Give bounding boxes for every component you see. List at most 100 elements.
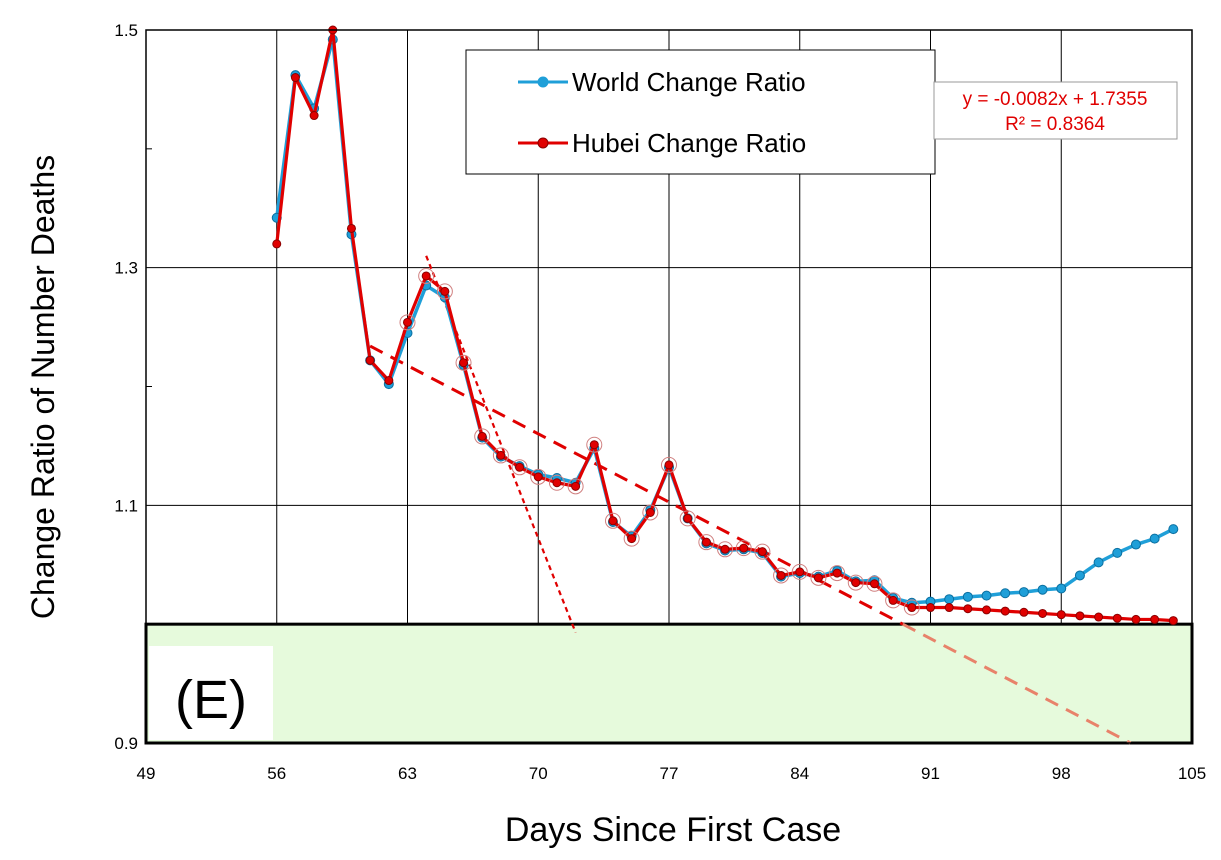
hubei-point xyxy=(664,460,674,470)
hubei-point xyxy=(309,111,319,121)
hubei-point xyxy=(1056,610,1066,620)
hubei-point xyxy=(533,472,543,482)
hubei-point xyxy=(1075,611,1085,621)
hubei-point xyxy=(701,537,711,547)
hubei-point xyxy=(683,513,693,523)
legend-hubei-marker xyxy=(537,137,549,149)
x-tick-label: 63 xyxy=(398,764,417,783)
hubei-point-ring xyxy=(455,354,472,371)
legend-world-marker xyxy=(537,76,549,88)
hubei-point-ring xyxy=(623,530,640,547)
hubei-point xyxy=(645,507,655,517)
hubei-point xyxy=(1000,606,1010,616)
world-point xyxy=(1112,547,1123,558)
hubei-point xyxy=(496,450,506,460)
hubei-point-ring xyxy=(642,504,659,521)
tick-labels: 49 56 63 70 77 84 91 98 105 0.9 1.1 1.3 1.5 xyxy=(114,21,1206,783)
hubei-point xyxy=(1112,613,1122,623)
hubei-point xyxy=(403,317,412,327)
hubei-point xyxy=(720,544,730,554)
hubei-point xyxy=(515,462,525,472)
hubei-point-ring xyxy=(791,563,808,580)
hubei-point xyxy=(440,286,450,296)
hubei-point xyxy=(1094,612,1104,622)
x-axis-title: Days Since First Case xyxy=(505,811,841,849)
x-tick-label: 77 xyxy=(660,764,679,783)
legend-hubei-label: Hubei Change Ratio xyxy=(572,128,806,158)
hubei-point xyxy=(421,271,431,281)
hubei-point xyxy=(365,355,375,365)
hubei-point-ring xyxy=(418,267,435,284)
hubei-point-ring xyxy=(885,592,902,609)
x-tick-label: 49 xyxy=(137,764,156,783)
hubei-point xyxy=(477,431,487,441)
y-axis-title: Change Ratio of Number Deaths xyxy=(25,155,61,619)
hubei-point-ring xyxy=(474,428,491,445)
hubei-point xyxy=(1019,607,1029,617)
legend: World Change Ratio Hubei Change Ratio xyxy=(465,49,936,175)
hubei-point xyxy=(982,605,992,615)
world-point xyxy=(1130,539,1141,550)
plot-area xyxy=(145,29,1193,744)
hubei-point xyxy=(627,534,637,544)
world-point xyxy=(1093,557,1104,568)
world-point xyxy=(981,590,992,601)
x-tick-label: 84 xyxy=(790,764,809,783)
hubei-point-ring xyxy=(698,534,715,551)
hubei-point xyxy=(272,239,282,249)
world-point xyxy=(962,591,973,602)
world-point xyxy=(1037,584,1048,595)
hubei-point-ring xyxy=(567,478,584,495)
hubei-point xyxy=(571,481,581,491)
hubei-point-ring xyxy=(810,569,827,586)
hubei-point xyxy=(851,578,861,588)
hubei-point xyxy=(776,570,786,580)
hubei-point xyxy=(1150,614,1160,624)
hubei-point-ring xyxy=(679,510,696,527)
hubei-point-ring xyxy=(436,283,453,300)
hubei-point-ring xyxy=(511,459,528,476)
hubei-point xyxy=(813,573,823,583)
hubei-point xyxy=(552,478,562,488)
hubei-point xyxy=(944,603,954,613)
hubei-point xyxy=(869,579,879,589)
hubei-point xyxy=(608,516,618,526)
x-tick-label: 91 xyxy=(921,764,940,783)
hubei-point xyxy=(459,358,469,368)
hubei-point-ring xyxy=(586,436,603,453)
world-point xyxy=(1168,524,1179,535)
world-point xyxy=(1000,588,1011,599)
x-tick-label: 98 xyxy=(1052,764,1071,783)
world-point xyxy=(944,594,955,605)
hubei-point-ring xyxy=(399,314,416,331)
y-tick-label: 0.9 xyxy=(114,734,138,753)
trend-equation-box: y = -0.0082x + 1.7355 R² = 0.8364 xyxy=(933,81,1178,140)
hubei-point xyxy=(926,603,935,613)
hubei-point-ring xyxy=(717,541,734,558)
hubei-point xyxy=(739,543,749,553)
series-layer xyxy=(271,25,1179,626)
trendline-linear-extension xyxy=(902,622,1132,745)
y-tick-label: 1.3 xyxy=(114,259,138,278)
panel-label-box: (E) xyxy=(149,646,273,740)
world-point xyxy=(1074,570,1085,581)
hubei-point xyxy=(832,568,842,578)
hubei-point xyxy=(907,603,917,613)
trend-r-squared: R² = 0.8364 xyxy=(1005,114,1105,135)
x-tick-label: 56 xyxy=(267,764,286,783)
world-point xyxy=(1018,587,1029,598)
hubei-point xyxy=(1131,614,1141,624)
y-tick-label: 1.1 xyxy=(114,496,138,515)
x-tick-label: 70 xyxy=(529,764,548,783)
x-tick-label: 105 xyxy=(1178,764,1206,783)
hubei-point xyxy=(346,223,356,233)
hubei-point-ring xyxy=(847,574,864,591)
hubei-point xyxy=(1168,616,1178,626)
highlight-band xyxy=(144,622,1194,745)
hubei-point xyxy=(795,567,805,577)
hubei-point xyxy=(963,604,973,614)
hubei-point-ring xyxy=(903,599,920,616)
hubei-point-ring xyxy=(492,447,509,464)
y-tick-label: 1.5 xyxy=(114,21,138,40)
